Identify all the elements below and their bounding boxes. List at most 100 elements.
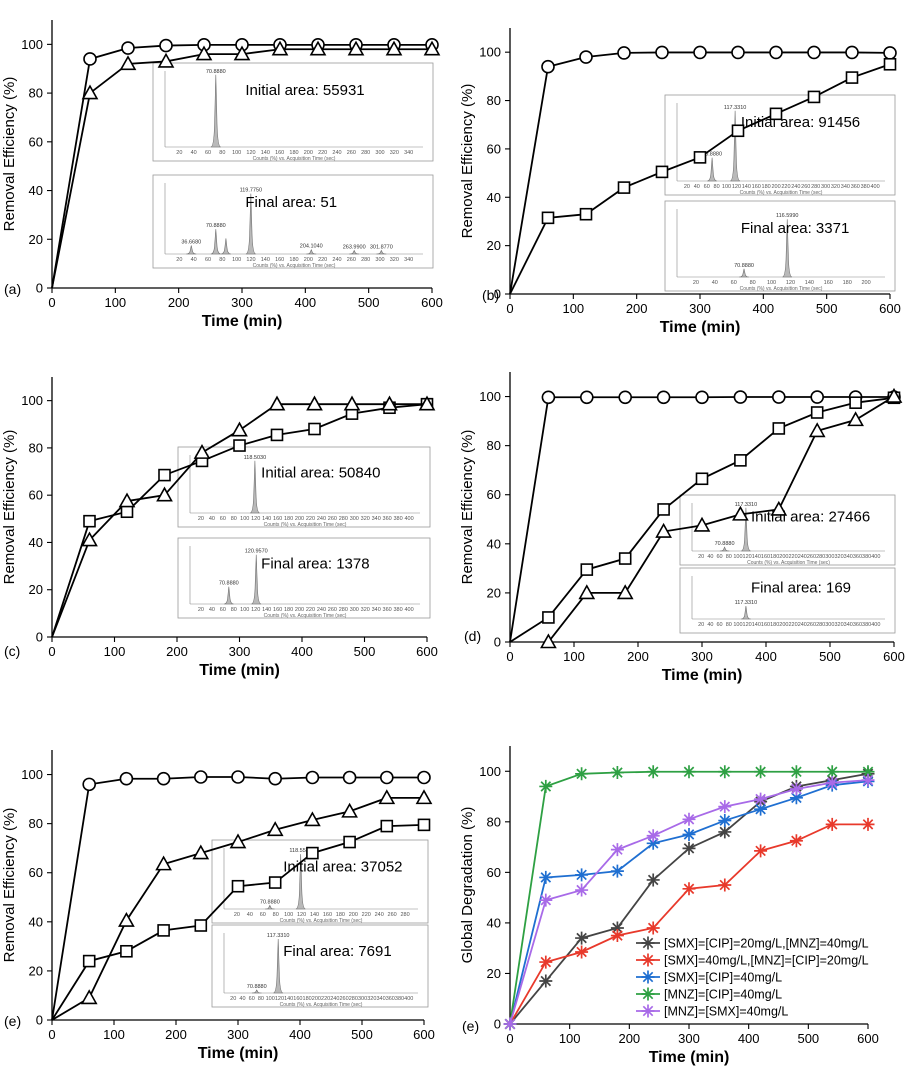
y-tick-label: 100 (479, 45, 501, 60)
peak-label: 70.8880 (219, 581, 239, 587)
inset-tick-label: 60 (704, 184, 710, 190)
chromatogram-peak (739, 268, 749, 278)
inset-tick-label: 240 (798, 622, 807, 628)
inset-tick-label: 240 (332, 150, 341, 156)
inset-tick-label: 160 (752, 184, 761, 190)
data-point (807, 90, 821, 104)
y-tick-label: 40 (29, 914, 43, 929)
inset-frame (177, 537, 431, 619)
data-point (539, 779, 553, 793)
data-point (579, 207, 593, 221)
data-point (575, 945, 589, 959)
inset-axis-label: Counts (%) vs. Acquisition Time (sec) (280, 1002, 363, 1008)
inset-tick-label: 380 (861, 184, 870, 190)
data-point (657, 503, 670, 516)
chromatogram-peak (210, 74, 221, 148)
inset-tick-label: 240 (317, 516, 326, 522)
inset-tick-label: 380 (394, 516, 403, 522)
inset-tick-label: 120 (246, 257, 255, 263)
inset-tick-label: 60 (717, 622, 723, 628)
inset-tick-label: 320 (834, 554, 843, 560)
peak-label: 70.8880 (206, 223, 226, 229)
x-tick-label: 500 (351, 1027, 373, 1042)
data-point (610, 766, 624, 780)
data-point (423, 40, 441, 56)
data-point (845, 45, 859, 60)
data-point (754, 802, 768, 816)
inset-tick-label: 320 (361, 607, 370, 613)
inset-tick-label: 220 (306, 607, 315, 613)
peak-label: 70.8880 (734, 263, 754, 269)
panel-label: (b) (482, 287, 499, 303)
x-tick-label: 400 (752, 301, 774, 316)
final-area-label: Final area: 7691 (283, 943, 391, 960)
peak-label: 263.9900 (343, 244, 366, 250)
y-tick-label: 20 (487, 585, 501, 600)
y-tick-label: 40 (487, 536, 501, 551)
data-point (682, 765, 696, 779)
chromatogram-peak (782, 219, 793, 278)
data-point (731, 124, 745, 138)
inset-tick-label: 200 (295, 607, 304, 613)
inset-tick-label: 200 (861, 280, 870, 286)
data-point (718, 814, 732, 828)
inset-tick-label: 400 (404, 996, 413, 1002)
data-point (718, 800, 732, 814)
inset-tick-label: 140 (752, 622, 761, 628)
chromatogram-peak (210, 229, 221, 255)
data-point (695, 390, 709, 405)
data-point (415, 789, 433, 805)
initial-area-label: Initial area: 50840 (261, 464, 380, 481)
inset-tick-label: 80 (231, 607, 237, 613)
inset-tick-label: 20 (693, 280, 699, 286)
initial-area-label: Initial area: 91456 (741, 114, 860, 131)
data-point (808, 422, 826, 438)
inset-axis-label: Counts (%) vs. Acquisition Time (sec) (264, 613, 347, 619)
inset-tick-label: 360 (383, 607, 392, 613)
data-point (682, 882, 696, 896)
inset-tick-label: 100 (733, 622, 742, 628)
inset-tick-label: 340 (372, 516, 381, 522)
inset-tick-label: 40 (712, 280, 718, 286)
inset-tick-label: 340 (372, 607, 381, 613)
data-point (769, 107, 783, 121)
data-point (578, 584, 596, 600)
y-tick-label: 20 (487, 238, 501, 253)
data-point (693, 151, 707, 164)
x-axis-label: Time (min) (198, 1045, 279, 1062)
chromatogram-peak (223, 586, 234, 605)
data-point (682, 827, 696, 841)
inset-tick-label: 220 (789, 622, 798, 628)
inset-tick-label: 40 (707, 622, 713, 628)
inset-tick-label: 20 (234, 912, 240, 918)
inset-tick-label: 400 (871, 184, 880, 190)
data-point (155, 855, 172, 871)
data-point (575, 931, 589, 945)
data-point (381, 395, 398, 411)
inset-tick-label: 240 (798, 554, 807, 560)
x-tick-label: 200 (627, 649, 649, 664)
inset-tick-label: 340 (841, 184, 850, 190)
inset-tick-label: 140 (262, 516, 271, 522)
inset-tick-label: 340 (844, 622, 853, 628)
inset-frame (664, 200, 896, 292)
inset-tick-label: 140 (284, 996, 293, 1002)
inset-axis-label: Counts (%) vs. Acquisition Time (sec) (747, 560, 830, 566)
inset-tick-label: 120 (786, 280, 795, 286)
data-point (304, 811, 321, 827)
inset-tick-label: 100 (767, 280, 776, 286)
inset-tick-label: 360 (851, 184, 860, 190)
x-tick-label: 100 (103, 1027, 125, 1042)
y-axis-label: Removal Efficiency (%) (459, 430, 476, 585)
data-point (789, 791, 803, 805)
data-point (539, 974, 553, 988)
x-tick-label: 300 (231, 295, 253, 310)
inset-tick-label: 260 (388, 912, 397, 918)
data-point (807, 45, 821, 60)
data-point (417, 818, 431, 832)
inset-tick-label: 400 (404, 516, 413, 522)
inset-tick-label: 220 (781, 184, 790, 190)
inset-tick-label: 40 (191, 257, 197, 263)
data-point (539, 893, 553, 907)
